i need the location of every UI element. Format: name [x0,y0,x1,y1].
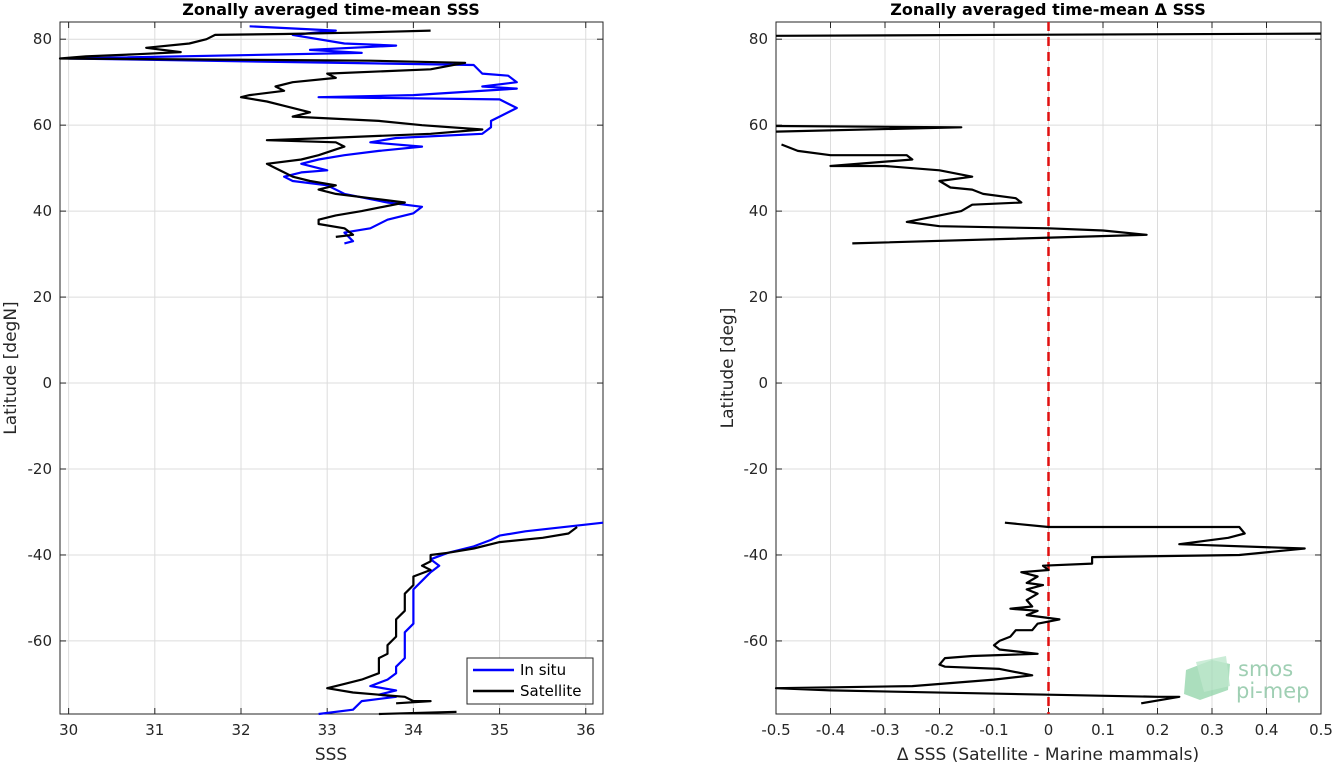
right-chart: -0.5 -0.4 -0.3 -0.2 -0.1 0 0.1 0.2 0.3 0.4 0.5 -60 -… [718,0,1333,764]
satellite-series-line [326,526,578,705]
legend-box [466,657,594,705]
left-chart-grid [60,22,603,714]
x-tick-label: 32 [231,721,250,739]
logo-text-smos: smos [1238,657,1293,681]
y-tick-label: 80 [33,30,52,48]
left-chart-x-axis-label: SSS [315,745,347,764]
y-tick-label: -40 [28,546,53,564]
left-chart-y-axis-label: Latitude [degN] [1,301,21,434]
x-tick-label: 0.5 [1309,721,1333,739]
y-tick-label: -60 [744,632,769,650]
legend-in-situ-label: In situ [520,661,566,679]
x-tick-label: 33 [318,721,337,739]
y-tick-label: 40 [749,202,768,220]
y-tick-label: -60 [28,632,53,650]
left-chart-ticks: 30 31 32 33 34 35 36 -60 -40 -20 0 20 40 60 80 [28,22,603,739]
x-tick-label: 0.3 [1200,721,1224,739]
legend: In situ Satellite [466,657,594,705]
right-chart-grid [775,22,1322,714]
y-tick-label: -40 [744,546,769,564]
delta-sss-series-line [775,32,1322,37]
right-chart-x-axis-label: Δ SSS (Satellite - Marine mammals) [897,745,1199,764]
x-tick-label: 0.1 [1091,721,1115,739]
x-tick-label: 0.4 [1255,721,1279,739]
delta-sss-series-line [774,521,1306,705]
y-tick-label: 40 [33,202,52,220]
y-tick-label: 60 [749,116,768,134]
y-tick-label: 60 [33,116,52,134]
x-tick-label: 30 [59,721,78,739]
x-tick-label: -0.4 [816,721,845,739]
x-tick-label: 36 [576,721,595,739]
right-chart-series [774,22,1322,714]
smos-pi-mep-logo: smos pi-mep [1184,656,1309,703]
x-tick-label: 0.2 [1146,721,1170,739]
right-chart-ticks: -0.5 -0.4 -0.3 -0.2 -0.1 0 0.1 0.2 0.3 0.4 0.5 -60 -… [744,22,1333,739]
left-chart: 30 31 32 33 34 35 36 -60 -40 -20 0 20 40 60 80 Zonally… [1,0,604,764]
x-tick-label: -0.2 [925,721,954,739]
x-tick-label: -0.3 [870,721,899,739]
y-tick-label: 20 [33,288,52,306]
y-tick-label: 0 [42,374,52,392]
y-tick-label: -20 [744,460,769,478]
satellite-series-line [378,710,457,716]
satellite-series-line [58,29,484,238]
logo-mark-layer-icon [1196,656,1230,692]
y-tick-label: 20 [749,288,768,306]
y-tick-label: -20 [28,460,53,478]
left-chart-title: Zonally averaged time-mean SSS [182,0,480,19]
delta-sss-series-line [781,143,1148,245]
right-chart-title: Zonally averaged time-mean Δ SSS [890,0,1206,19]
right-chart-y-axis-label: Latitude [deg] [718,308,738,429]
logo-text-pi-mep: pi-mep [1236,679,1309,703]
left-chart-axes-box [59,21,604,715]
x-tick-label: -0.1 [979,721,1008,739]
x-tick-label: 0 [1044,721,1054,739]
y-tick-label: 0 [758,374,768,392]
legend-satellite-label: Satellite [520,682,581,700]
left-chart-series [58,25,604,716]
x-tick-label: 34 [404,721,423,739]
y-tick-label: 80 [749,30,768,48]
delta-sss-series-line [775,124,963,133]
x-tick-label: 31 [145,721,164,739]
x-tick-label: -0.5 [761,721,790,739]
x-tick-label: 35 [490,721,509,739]
